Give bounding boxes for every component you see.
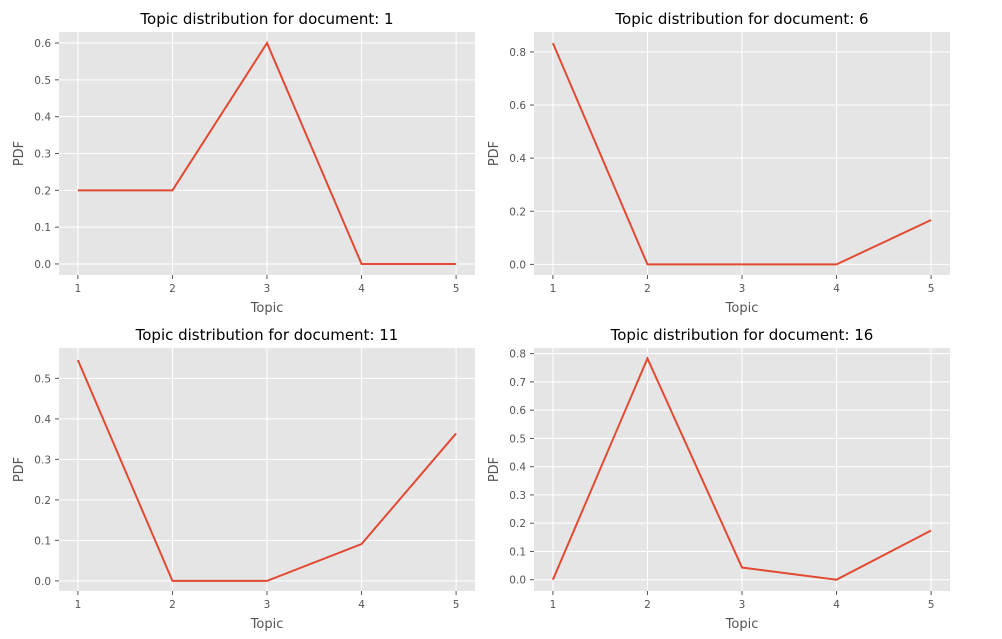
- y-tick-label: 0.2: [509, 518, 526, 530]
- x-tick-label: 2: [169, 283, 176, 295]
- x-tick-label: 3: [739, 283, 746, 295]
- x-tick-label: 1: [550, 599, 557, 611]
- chart-title: Topic distribution for document: 1: [139, 10, 393, 28]
- x-tick-label: 3: [264, 283, 271, 295]
- x-tick-label: 1: [550, 283, 557, 295]
- x-tick-label: 1: [75, 283, 82, 295]
- chart-panel-3: 1 2 3 4 5 0.0 0.1 0.2 0.3 0.4 0.5 Topic distributio…: [12, 326, 475, 632]
- y-tick-label: 0.5: [34, 373, 51, 385]
- y-axis-label: PDF: [487, 457, 502, 482]
- y-tick-label: 0.4: [509, 153, 526, 165]
- x-tick-label: 2: [644, 283, 651, 295]
- y-tick-label: 0.3: [34, 149, 51, 161]
- y-tick-label: 0.5: [34, 75, 51, 87]
- y-tick-label: 0.2: [509, 206, 526, 218]
- x-tick-label: 2: [644, 599, 651, 611]
- x-axis-label: Topic: [725, 617, 759, 632]
- x-tick-label: 5: [928, 599, 935, 611]
- y-tick-label: 0.5: [509, 433, 526, 445]
- x-tick-label: 4: [358, 599, 365, 611]
- y-tick-label: 0.0: [34, 259, 51, 271]
- x-tick-label: 5: [928, 283, 935, 295]
- x-tick-label: 1: [75, 599, 82, 611]
- chart-panel-4: 1 2 3 4 5 0.0 0.1 0.2 0.3 0.4 0.5 0.6 0.7 0.8 Topic di…: [487, 326, 950, 632]
- chart-panel-2: 1 2 3 4 5 0.0 0.2 0.4 0.6 0.8 Topic distribution f…: [487, 10, 950, 316]
- y-tick-label: 0.8: [509, 349, 526, 361]
- y-tick-label: 0.3: [509, 490, 526, 502]
- y-tick-label: 0.0: [509, 575, 526, 587]
- chart-title: Topic distribution for document: 16: [610, 326, 874, 344]
- x-axis-label: Topic: [250, 301, 284, 316]
- y-tick-label: 0.3: [34, 454, 51, 466]
- x-axis-label: Topic: [250, 617, 284, 632]
- y-tick-label: 0.2: [34, 185, 51, 197]
- y-axis-label: PDF: [12, 141, 27, 166]
- chart-title: Topic distribution for document: 6: [614, 10, 868, 28]
- y-tick-label: 0.4: [509, 462, 526, 474]
- y-tick-label: 0.2: [34, 495, 51, 507]
- x-tick-label: 2: [169, 599, 176, 611]
- y-tick-label: 0.4: [34, 414, 51, 426]
- x-axis-label: Topic: [725, 301, 759, 316]
- y-tick-label: 0.4: [34, 112, 51, 124]
- y-tick-label: 0.6: [509, 405, 526, 417]
- x-tick-label: 5: [453, 283, 460, 295]
- y-tick-label: 0.6: [34, 38, 51, 50]
- y-tick-label: 0.1: [34, 222, 51, 234]
- x-tick-label: 3: [264, 599, 271, 611]
- y-axis-label: PDF: [12, 457, 27, 482]
- y-tick-label: 0.1: [509, 546, 526, 558]
- x-tick-label: 4: [833, 599, 840, 611]
- x-tick-label: 4: [358, 283, 365, 295]
- chart-title: Topic distribution for document: 11: [135, 326, 399, 344]
- y-tick-label: 0.8: [509, 47, 526, 59]
- y-tick-label: 0.1: [34, 535, 51, 547]
- chart-panel-1: 1 2 3 4 5 0.0 0.1 0.2 0.3 0.4 0.5 0.6 Topic distribu…: [12, 10, 475, 316]
- x-tick-label: 4: [833, 283, 840, 295]
- y-tick-label: 0.7: [509, 377, 526, 389]
- y-tick-label: 0.0: [509, 259, 526, 271]
- y-tick-label: 0.0: [34, 576, 51, 588]
- y-axis-label: PDF: [487, 141, 502, 166]
- y-tick-label: 0.6: [509, 100, 526, 112]
- x-tick-label: 5: [453, 599, 460, 611]
- x-tick-label: 3: [739, 599, 746, 611]
